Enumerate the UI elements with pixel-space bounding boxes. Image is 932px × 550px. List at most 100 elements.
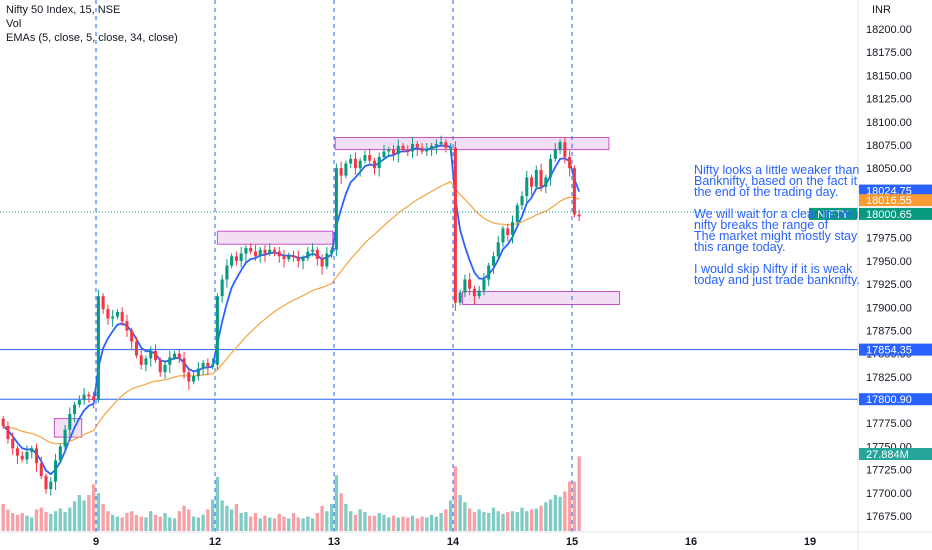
candle[interactable] bbox=[177, 353, 181, 359]
candle[interactable] bbox=[463, 279, 467, 293]
candle[interactable] bbox=[425, 149, 429, 152]
candle[interactable] bbox=[296, 257, 300, 261]
candle[interactable] bbox=[149, 350, 153, 359]
candle[interactable] bbox=[458, 292, 462, 303]
candle[interactable] bbox=[192, 375, 196, 382]
candle[interactable] bbox=[253, 251, 257, 257]
candle[interactable] bbox=[477, 290, 481, 297]
candle[interactable] bbox=[268, 249, 272, 254]
candle[interactable] bbox=[363, 155, 367, 161]
candle[interactable] bbox=[330, 249, 334, 254]
candle[interactable] bbox=[173, 353, 177, 358]
candle[interactable] bbox=[92, 396, 96, 401]
candle[interactable] bbox=[234, 256, 238, 261]
candle[interactable] bbox=[401, 145, 405, 150]
candle[interactable] bbox=[558, 142, 562, 150]
candle[interactable] bbox=[125, 321, 129, 331]
candle[interactable] bbox=[282, 256, 286, 260]
candle[interactable] bbox=[54, 460, 58, 482]
range-zone[interactable] bbox=[462, 291, 621, 306]
candle[interactable] bbox=[115, 311, 119, 317]
candle[interactable] bbox=[163, 364, 167, 373]
candle[interactable] bbox=[158, 360, 162, 373]
candle[interactable] bbox=[249, 247, 253, 252]
candle[interactable] bbox=[120, 311, 124, 322]
candle[interactable] bbox=[515, 205, 519, 222]
range-zone[interactable] bbox=[53, 418, 83, 438]
candle[interactable] bbox=[139, 355, 143, 365]
candle[interactable] bbox=[263, 249, 267, 254]
candle[interactable] bbox=[339, 168, 343, 176]
annotation-note[interactable]: Nifty looks a little weaker than Banknif… bbox=[694, 165, 860, 286]
candle[interactable] bbox=[182, 358, 186, 373]
candle[interactable] bbox=[353, 158, 357, 169]
candle[interactable] bbox=[577, 214, 581, 217]
candle[interactable] bbox=[539, 169, 543, 187]
candle[interactable] bbox=[63, 429, 67, 447]
candle[interactable] bbox=[372, 160, 376, 169]
candle[interactable] bbox=[382, 151, 386, 158]
candle[interactable] bbox=[73, 404, 77, 414]
candle[interactable] bbox=[30, 448, 34, 452]
candle[interactable] bbox=[58, 446, 62, 461]
candle[interactable] bbox=[568, 157, 572, 169]
candle[interactable] bbox=[487, 265, 491, 280]
candle[interactable] bbox=[391, 149, 396, 155]
candle[interactable] bbox=[230, 256, 234, 266]
candle[interactable] bbox=[49, 481, 53, 490]
candle[interactable] bbox=[563, 142, 567, 158]
candle[interactable] bbox=[496, 242, 500, 257]
candle[interactable] bbox=[301, 258, 305, 261]
candle[interactable] bbox=[368, 155, 372, 161]
candle[interactable] bbox=[106, 309, 110, 319]
candle[interactable] bbox=[287, 255, 291, 260]
candle[interactable] bbox=[134, 341, 138, 356]
candle[interactable] bbox=[468, 279, 472, 289]
candle[interactable] bbox=[20, 455, 24, 460]
candle[interactable] bbox=[572, 168, 576, 215]
candle[interactable] bbox=[534, 169, 538, 187]
candle[interactable] bbox=[215, 296, 219, 365]
volume-indicator-label[interactable]: Vol bbox=[6, 18, 22, 30]
candle[interactable] bbox=[506, 228, 510, 235]
candle[interactable] bbox=[130, 330, 134, 342]
candle[interactable] bbox=[334, 168, 338, 250]
candle[interactable] bbox=[34, 448, 39, 464]
candle[interactable] bbox=[15, 448, 19, 456]
candle[interactable] bbox=[272, 249, 277, 252]
candle[interactable] bbox=[311, 249, 315, 252]
candle[interactable] bbox=[520, 195, 524, 206]
candle[interactable] bbox=[187, 372, 191, 382]
candle[interactable] bbox=[406, 149, 410, 152]
candle[interactable] bbox=[68, 413, 72, 430]
candle[interactable] bbox=[439, 142, 443, 145]
candle[interactable] bbox=[6, 426, 10, 440]
candle[interactable] bbox=[444, 142, 448, 148]
candle[interactable] bbox=[11, 439, 15, 449]
candle[interactable] bbox=[82, 394, 86, 401]
candle[interactable] bbox=[544, 177, 548, 187]
candle[interactable] bbox=[258, 249, 262, 257]
candle[interactable] bbox=[239, 253, 243, 261]
candle[interactable] bbox=[77, 400, 81, 405]
candle[interactable] bbox=[206, 362, 210, 367]
candle[interactable] bbox=[201, 362, 205, 369]
candle[interactable] bbox=[211, 364, 215, 367]
candle[interactable] bbox=[482, 279, 486, 291]
candle[interactable] bbox=[225, 265, 229, 280]
candle[interactable] bbox=[434, 144, 438, 146]
candle[interactable] bbox=[25, 451, 29, 460]
candle[interactable] bbox=[306, 251, 310, 259]
candle[interactable] bbox=[220, 279, 224, 297]
candle[interactable] bbox=[153, 350, 158, 361]
candle[interactable] bbox=[101, 296, 105, 310]
candle[interactable] bbox=[510, 221, 515, 235]
candle[interactable] bbox=[549, 158, 553, 178]
candle[interactable] bbox=[387, 149, 391, 152]
candle[interactable] bbox=[415, 144, 419, 148]
candle[interactable] bbox=[411, 144, 415, 152]
candle[interactable] bbox=[377, 157, 381, 169]
candle[interactable] bbox=[87, 394, 91, 397]
candle[interactable] bbox=[453, 147, 457, 303]
candle[interactable] bbox=[277, 251, 281, 257]
